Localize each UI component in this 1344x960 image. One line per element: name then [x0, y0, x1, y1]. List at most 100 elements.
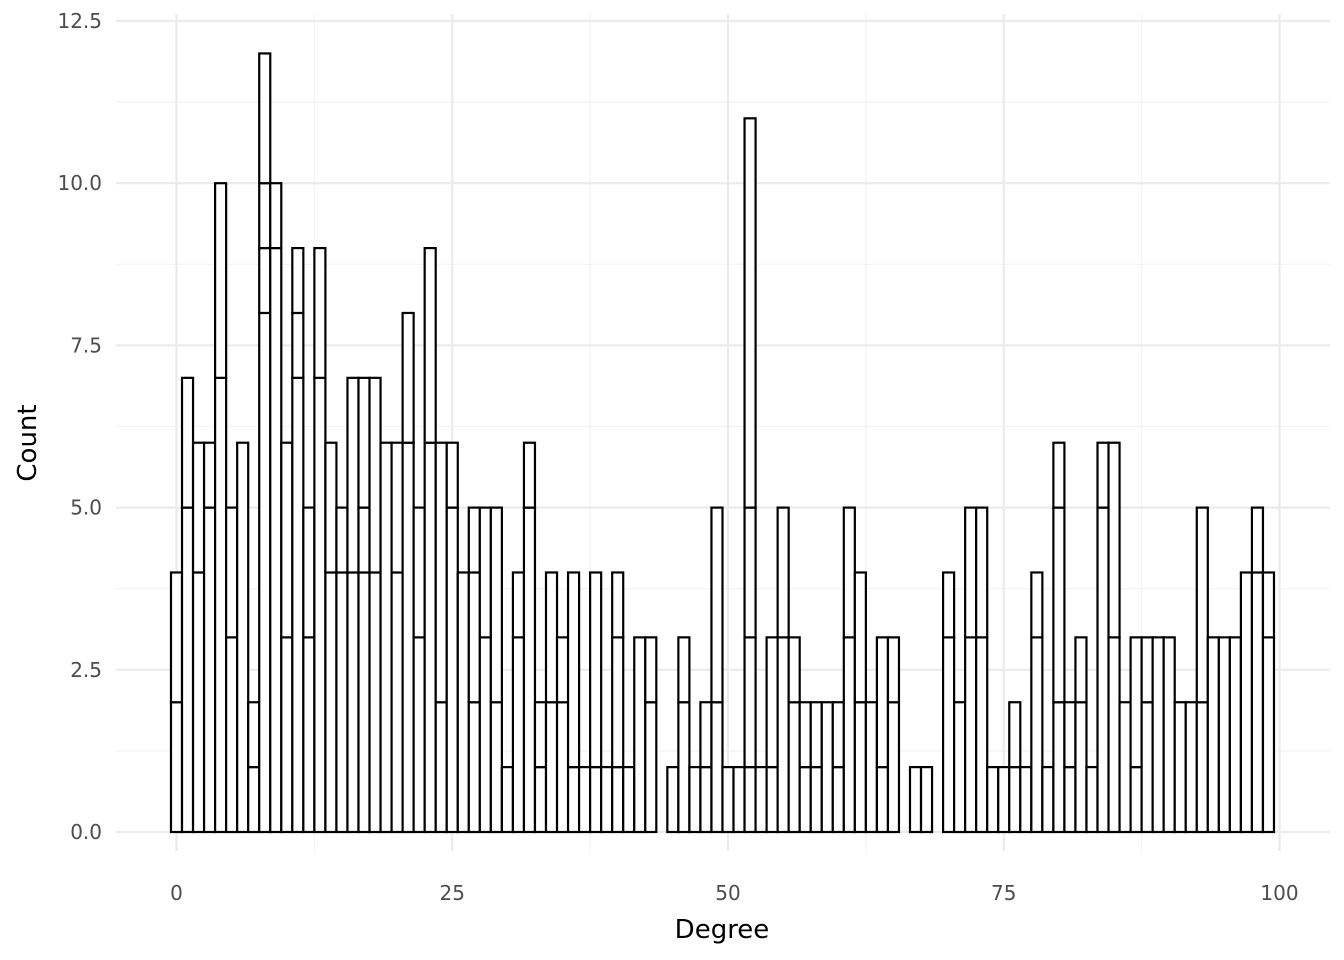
histogram-bar-segment: [566, 766, 581, 834]
histogram-bar-segment: [644, 636, 658, 704]
y-axis-ticks: 0.0 2.5 5.0 7.5 10.0 12.5: [57, 9, 102, 844]
histogram-bar-segment: [1184, 701, 1198, 834]
histogram-bar-segment: [324, 441, 338, 574]
histogram-bar-segment: [743, 766, 757, 834]
histogram-bars: [169, 52, 1276, 834]
histogram-bar-segment: [169, 571, 184, 704]
histogram-bar-segment: [478, 506, 492, 639]
histogram-bar-segment: [964, 636, 978, 834]
histogram-bar-segment: [445, 441, 459, 509]
histogram-bar-segment: [986, 766, 1000, 834]
histogram-bar-segment: [291, 246, 305, 315]
histogram-bar-segment: [975, 636, 989, 834]
histogram-bar-segment: [577, 766, 592, 834]
histogram-bar-segment: [875, 766, 890, 834]
y-tick-label: 0.0: [70, 820, 102, 844]
histogram-bar-segment: [743, 117, 757, 509]
histogram-bar-segment: [1030, 636, 1044, 834]
histogram-bar-segment: [191, 571, 206, 834]
x-tick-label: 75: [991, 881, 1016, 905]
histogram-bar-segment: [798, 766, 812, 834]
histogram-bar-segment: [842, 636, 856, 834]
histogram-bar-segment: [941, 571, 956, 639]
histogram-bar-segment: [666, 766, 680, 834]
histogram-bar-segment: [445, 506, 459, 834]
y-tick-label: 7.5: [70, 333, 102, 357]
histogram-bar-segment: [611, 636, 625, 769]
histogram-bar-segment: [611, 571, 625, 639]
histogram-bar-segment: [953, 701, 967, 834]
histogram-bar-segment: [600, 766, 614, 834]
histogram-bar-segment: [919, 766, 934, 834]
histogram-bar-segment: [368, 376, 382, 574]
histogram-bar-segment: [908, 766, 923, 834]
histogram-bar-segment: [225, 636, 239, 834]
histogram-bar-segment: [180, 376, 195, 509]
histogram-bar-segment: [765, 766, 779, 834]
histogram-bar-segment: [390, 441, 404, 574]
histogram-bar-segment: [1052, 441, 1066, 509]
histogram-bar-segment: [1063, 766, 1077, 834]
histogram-bar-segment: [533, 701, 548, 769]
histogram-bar-segment: [589, 766, 603, 834]
histogram-bar-segment: [280, 441, 294, 639]
histogram-bar-segment: [247, 701, 261, 769]
histogram-bar-segment: [423, 246, 437, 444]
histogram-bar-segment: [710, 701, 724, 834]
histogram-bar-segment: [357, 506, 371, 574]
histogram-bar-segment: [633, 636, 647, 834]
histogram-bar-segment: [522, 506, 537, 834]
histogram-bar-segment: [313, 246, 327, 379]
histogram-bar-segment: [743, 506, 757, 639]
histogram-bar-segment: [180, 506, 195, 834]
histogram-bar-segment: [335, 571, 349, 834]
histogram-bar-segment: [202, 441, 217, 509]
histogram-bar-segment: [765, 636, 779, 769]
y-tick-label: 10.0: [57, 171, 102, 195]
histogram-bar-segment: [258, 52, 272, 185]
histogram-bar-segment: [1261, 571, 1276, 639]
histogram-bar-segment: [1217, 636, 1231, 834]
histogram-bar-segment: [302, 636, 316, 834]
histogram-bar-segment: [280, 636, 294, 834]
histogram-bar-segment: [1250, 571, 1265, 834]
histogram-bar-segment: [346, 376, 360, 574]
histogram-bar-segment: [566, 571, 581, 769]
histogram-bar-segment: [401, 441, 415, 834]
histogram-bar-segment: [1052, 506, 1066, 704]
histogram-bar-segment: [434, 701, 448, 834]
histogram-bar-segment: [555, 701, 570, 834]
histogram-bar-segment: [1096, 506, 1110, 834]
histogram-bar-segment: [831, 766, 845, 834]
y-tick-label: 5.0: [70, 496, 102, 520]
histogram-bar-segment: [291, 311, 305, 379]
histogram-bar-segment: [456, 571, 470, 834]
y-tick-label: 12.5: [57, 9, 102, 33]
histogram-bar-segment: [511, 636, 526, 834]
histogram-bar-segment: [677, 636, 691, 704]
histogram-bar-segment: [1261, 636, 1276, 834]
histogram-bar-segment: [1019, 766, 1033, 834]
histogram-bar-segment: [809, 766, 823, 834]
histogram-bar-segment: [544, 571, 559, 704]
histogram-bar-segment: [324, 571, 338, 834]
histogram-bar-segment: [225, 506, 239, 639]
histogram-bar-segment: [258, 246, 272, 315]
histogram-bar-segment: [842, 506, 856, 639]
histogram-bar-segment: [1162, 636, 1176, 834]
histogram-bar-segment: [1250, 506, 1265, 574]
histogram-bar-segment: [357, 376, 371, 509]
histogram-bar-segment: [313, 376, 327, 834]
histogram-bar-segment: [423, 441, 437, 834]
histogram-bar-segment: [202, 506, 217, 834]
histogram-bar-segment: [1008, 766, 1022, 834]
histogram-bar-segment: [302, 506, 316, 639]
histogram-bar-segment: [269, 182, 283, 250]
y-axis-title: Count: [13, 404, 43, 481]
histogram-bar-segment: [1085, 766, 1099, 834]
histogram-bar-segment: [269, 246, 283, 834]
histogram-bar-segment: [1195, 506, 1209, 704]
histogram-bar-segment: [1140, 636, 1154, 704]
histogram-bar-segment: [699, 766, 713, 834]
